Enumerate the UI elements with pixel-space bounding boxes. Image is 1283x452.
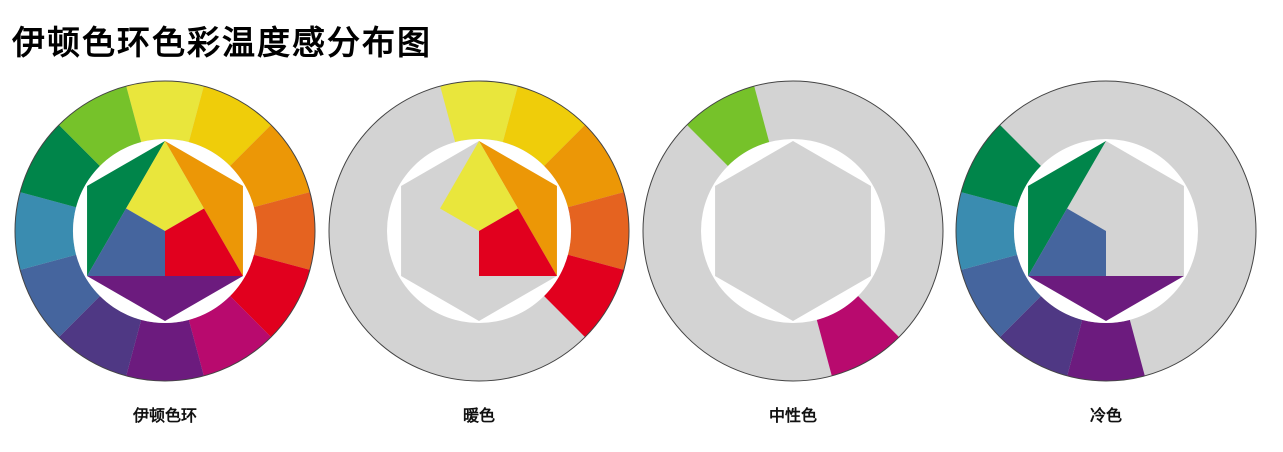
- page-title: 伊顿色环色彩温度感分布图: [12, 16, 432, 64]
- cool-color-wheel: [955, 80, 1257, 382]
- wheel-caption-cool: 冷色: [955, 402, 1257, 426]
- neutral-color-wheel: [642, 80, 944, 382]
- wheel-caption-warm: 暖色: [328, 402, 630, 426]
- warm-color-wheel: [328, 80, 630, 382]
- wheel-caption-itten: 伊顿色环: [14, 402, 316, 426]
- wheel-caption-neutral: 中性色: [642, 402, 944, 426]
- itten-color-wheel: [14, 80, 316, 382]
